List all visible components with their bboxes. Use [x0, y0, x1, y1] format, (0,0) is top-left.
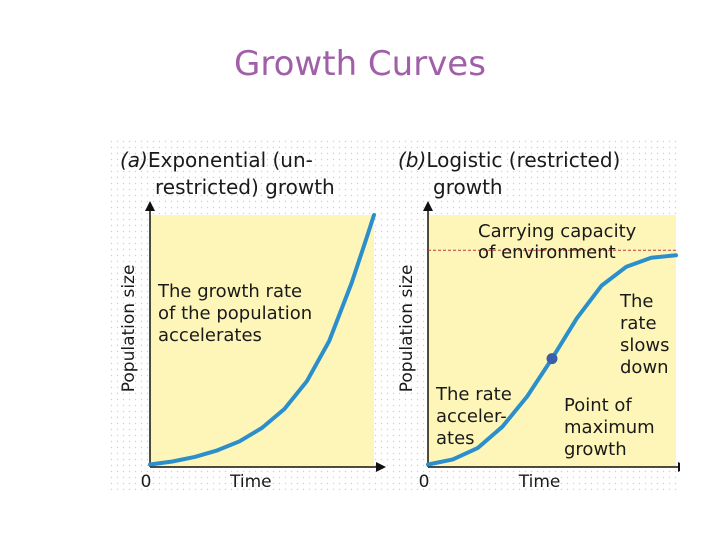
- annotation-point-max-growth-line-2: maximum: [564, 417, 655, 438]
- plot-area-a: [150, 215, 374, 467]
- panel-title-line-1-b: Logistic (restricted): [426, 148, 620, 172]
- x-axis-arrow-b: [678, 462, 680, 472]
- x-axis-arrow-a: [376, 462, 386, 472]
- annotation-rate-slows-line-1: The: [619, 291, 653, 312]
- annotation-accelerates-line-3: accelerates: [158, 325, 262, 346]
- carrying-capacity-label-line-1: Carrying capacity: [478, 221, 637, 242]
- annotation-rate-slows-line-2: rate: [620, 313, 657, 334]
- y-axis-label-b: Population size: [397, 265, 417, 393]
- panel-title-line-1-a: Exponential (un-: [148, 148, 313, 172]
- panel-b: (b)Logistic (restricted) growth 0 Time Popul…: [397, 148, 680, 490]
- annotation-rate-slows-line-4: down: [620, 357, 669, 378]
- panel-title-line-2-a: restricted) growth: [155, 175, 335, 199]
- annotation-accelerates-line-2: of the population: [158, 303, 312, 324]
- annotation-point-max-growth-line-3: growth: [564, 439, 627, 460]
- panel-title-a: (a)Exponential (un-: [120, 148, 313, 172]
- panel-letter-b: (b): [398, 148, 426, 172]
- plot-area-b: [428, 215, 676, 467]
- panel-a: (a)Exponential (un-restricted) growth 0 Ti…: [119, 148, 386, 490]
- annotation-point-max-growth-line-1: Point of: [564, 395, 632, 416]
- x-origin-label-a: 0: [141, 472, 152, 490]
- y-axis-label-a: Population size: [119, 265, 139, 393]
- figure-svg: (a)Exponential (un-restricted) growth 0 Ti…: [110, 140, 680, 490]
- annotation-rate-accelerates-line-3: ates: [436, 428, 475, 449]
- panel-title-b: (b)Logistic (restricted): [398, 148, 620, 172]
- growth-curve-a: [148, 213, 376, 467]
- x-origin-label-b: 0: [419, 472, 430, 490]
- y-axis-arrow-b: [423, 201, 433, 211]
- panel-title-line-2-b: growth: [433, 175, 503, 199]
- annotation-rate-accelerates-line-2: acceler-: [436, 406, 507, 427]
- annotation-rate-slows-line-3: slows: [620, 335, 670, 356]
- panel-letter-a: (a): [120, 148, 148, 172]
- slide-title: Growth Curves: [234, 44, 486, 84]
- growth-curves-figure: (a)Exponential (un-restricted) growth 0 Ti…: [110, 140, 680, 490]
- carrying-capacity-label-line-2: of environment: [478, 242, 616, 263]
- inflection-point-marker: [546, 353, 558, 365]
- y-axis-arrow-a: [145, 201, 155, 211]
- annotation-accelerates-line-1: The growth rate: [157, 281, 302, 302]
- x-axis-label-a: Time: [229, 472, 272, 490]
- annotation-rate-accelerates-line-1: The rate: [435, 384, 512, 405]
- x-axis-label-b: Time: [518, 472, 561, 490]
